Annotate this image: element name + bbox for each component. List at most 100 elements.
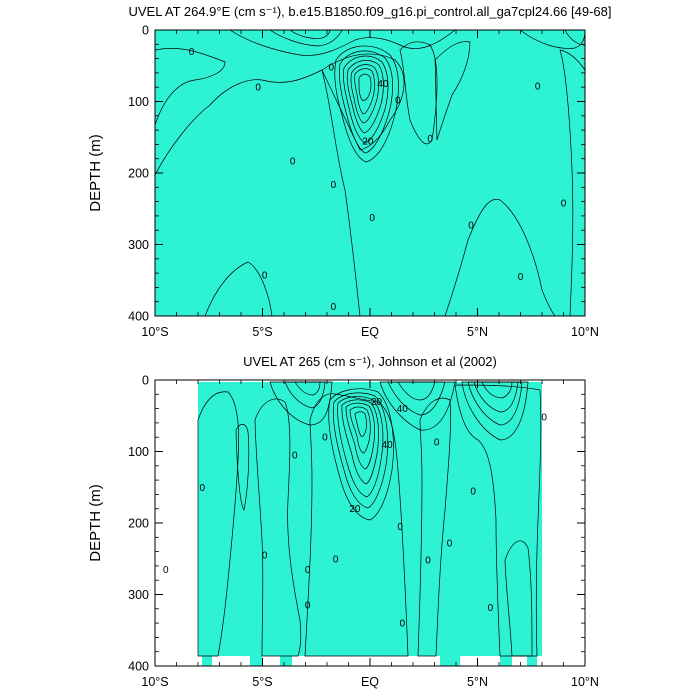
contour-label: 0 (535, 81, 541, 92)
contour-label: 0 (305, 601, 311, 612)
x-tick-label: 10°N (571, 675, 599, 689)
region-green-center-west (254, 398, 302, 657)
panel-observed: UVEL AT 265 (cm s⁻¹), Johnson et al (200… (87, 354, 599, 689)
region-north-core-15 (467, 381, 523, 426)
contour-label: 0 (290, 156, 296, 167)
euc-40 (358, 73, 372, 101)
region-green-west (197, 391, 240, 657)
y-tick-label: 200 (128, 167, 149, 181)
region-green-southeast (444, 198, 556, 316)
euc-10 (328, 388, 394, 521)
region-green-east-center (399, 41, 438, 145)
euc-15 (339, 50, 393, 154)
region-cyan-east-lower (504, 540, 533, 657)
region-westward-east-2 (564, 30, 585, 46)
panel-1-contour-labels: 0 0 0 0 0 0 0 0 0 0 0 0 0 0 20 40 (189, 47, 567, 313)
contour-label: 0 (331, 180, 337, 191)
region-green-west-inner (235, 423, 250, 511)
y-tick-label: 100 (128, 445, 149, 459)
region-westward-surface-3 (289, 30, 331, 39)
contour-label: 0 (395, 96, 401, 107)
contour-label: 0 (427, 134, 433, 145)
contour-label: 0 (262, 271, 268, 282)
region-north-core-25 (481, 381, 513, 399)
region-westward-west-2 (284, 381, 326, 409)
contour-label: 0 (399, 619, 405, 630)
contour-label: 40 (382, 440, 394, 451)
region-green-center (304, 393, 409, 657)
euc-20 (343, 55, 389, 144)
contour-label: 0 (200, 483, 206, 494)
contour-label: 0 (447, 539, 453, 550)
euc-10 (334, 45, 399, 163)
region-data-coverage (198, 382, 542, 666)
region-westward-center-3 (397, 381, 436, 401)
contour-label: 0 (541, 413, 547, 424)
contour-label: 0 (329, 63, 335, 74)
euc-25 (346, 60, 384, 134)
x-tick-label: 5°S (252, 325, 272, 339)
panel-2-ylabel: DEPTH (m) (87, 484, 104, 562)
contour-label: 0 (163, 565, 169, 576)
contour-label: 40 (377, 79, 389, 90)
region-westward-center (379, 381, 456, 431)
x-tick-label: 10°S (141, 675, 168, 689)
region-green-center-upper (321, 53, 405, 151)
x-tick-label: EQ (361, 675, 379, 689)
panel-2-contour-fill (155, 381, 542, 666)
contour-label: 0 (561, 199, 567, 210)
region-green-east-mid (434, 41, 471, 141)
x-tick-label: 10°S (141, 325, 168, 339)
panel-model: UVEL AT 264.9°E (cm s⁻¹), b.e15.B1850.f0… (87, 4, 612, 339)
contour-label: 0 (369, 213, 375, 224)
region-north-core-20 (473, 381, 519, 413)
y-tick-label: 100 (128, 95, 149, 109)
region-westward-center-2 (387, 381, 446, 416)
contour-label: 0 (425, 556, 431, 567)
y-tick-label: 400 (128, 310, 149, 324)
euc-35 (354, 68, 375, 115)
euc-15 (332, 392, 388, 509)
euc-40 (354, 411, 367, 437)
region-green-west (155, 69, 361, 316)
contour-label: 0 (333, 554, 339, 565)
euc-30 (350, 64, 379, 124)
region-westward-surface (229, 30, 456, 56)
panel-1-ylabel: DEPTH (m) (87, 134, 104, 212)
panel-2-title: UVEL AT 265 (cm s⁻¹), Johnson et al (200… (243, 354, 497, 369)
x-tick-label: 5°N (467, 325, 488, 339)
region-westward-west (269, 381, 333, 426)
region-green-west-upper (155, 47, 226, 126)
region-north-core-10 (461, 381, 529, 441)
region-green-west-lower (204, 261, 273, 316)
contour-label: 0 (488, 603, 494, 614)
y-tick-label: 400 (128, 660, 149, 674)
contour-label: 0 (255, 83, 261, 94)
contour-label: 0 (322, 433, 328, 444)
panel-1-contour-fill (155, 30, 585, 316)
region-westward-surface-2 (269, 30, 343, 47)
x-tick-label: EQ (361, 325, 379, 339)
contour-label: 0 (518, 272, 524, 283)
region-green-far-east (454, 384, 542, 657)
region-green-east (417, 397, 451, 657)
contour-label: 20 (349, 504, 361, 515)
euc-20 (337, 396, 384, 498)
y-tick-label: 300 (128, 238, 149, 252)
contour-label: 20 (362, 136, 374, 147)
y-tick-label: 300 (128, 588, 149, 602)
contour-label: 0 (292, 451, 298, 462)
panel-1-title: UVEL AT 264.9°E (cm s⁻¹), b.e15.B1850.f0… (128, 4, 611, 19)
euc-30 (345, 402, 375, 470)
contour-label: 0 (468, 221, 474, 232)
y-tick-label: 0 (142, 24, 149, 38)
y-tick-label: 0 (142, 374, 149, 388)
euc-35 (349, 406, 371, 454)
contour-label: 0 (397, 522, 403, 533)
x-tick-label: 10°N (571, 325, 599, 339)
x-tick-label: 5°S (252, 675, 272, 689)
y-tick-label: 200 (128, 517, 149, 531)
